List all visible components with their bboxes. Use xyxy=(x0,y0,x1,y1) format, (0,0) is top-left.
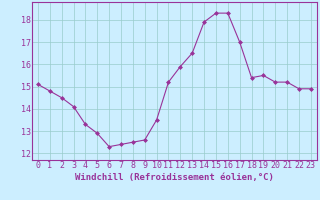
X-axis label: Windchill (Refroidissement éolien,°C): Windchill (Refroidissement éolien,°C) xyxy=(75,173,274,182)
